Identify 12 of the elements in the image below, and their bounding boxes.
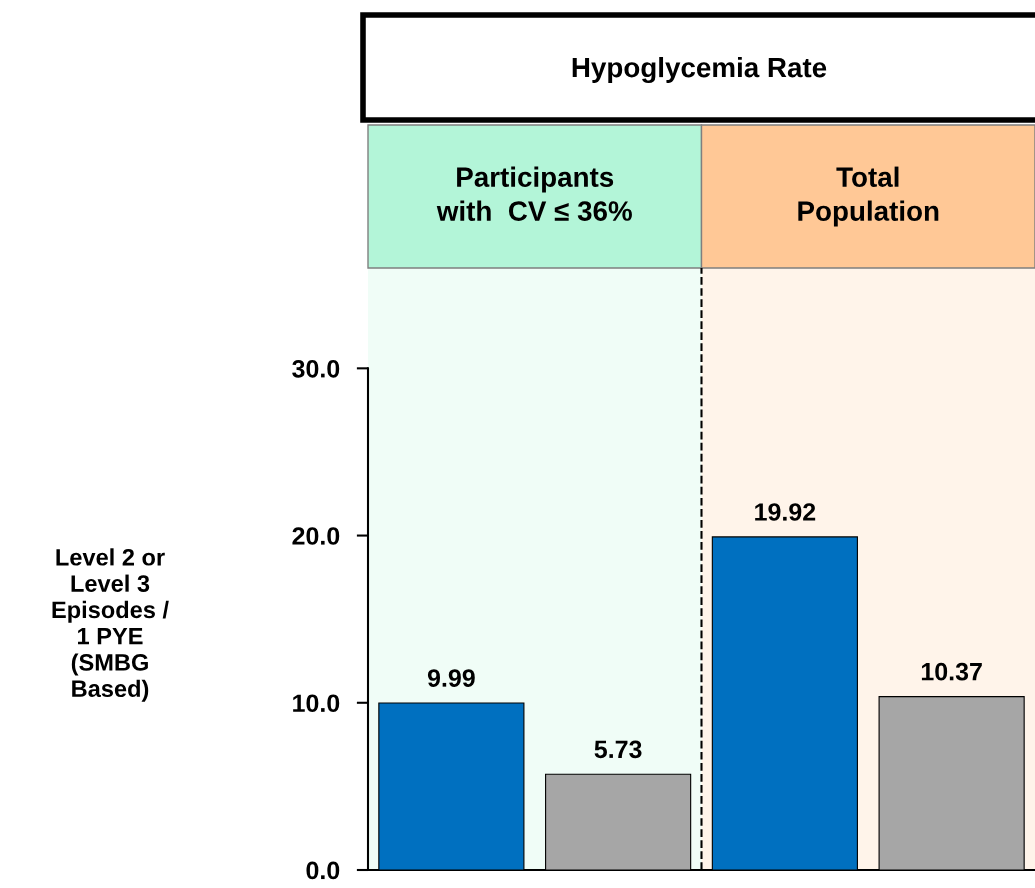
y-tick-label: 0.0	[306, 861, 340, 880]
text: Level 2 or Level 3 Episodes / 1 PYE (SMBG Based)	[52, 548, 169, 702]
data-label: 5.73	[594, 740, 642, 759]
y-tick-label: 10.0	[293, 694, 340, 713]
text: Total Population	[798, 166, 939, 227]
data-label: 10.37	[921, 662, 982, 681]
data-label: 19.92	[755, 503, 816, 521]
chart-title: Hypoglycemia Rate	[572, 56, 827, 84]
y-tick-label: 20.0	[292, 527, 340, 545]
data-label: 9.99	[427, 669, 475, 687]
text: Participants with CV ≤ 36%	[436, 166, 632, 221]
y-tick-label: 30.0	[292, 359, 340, 378]
